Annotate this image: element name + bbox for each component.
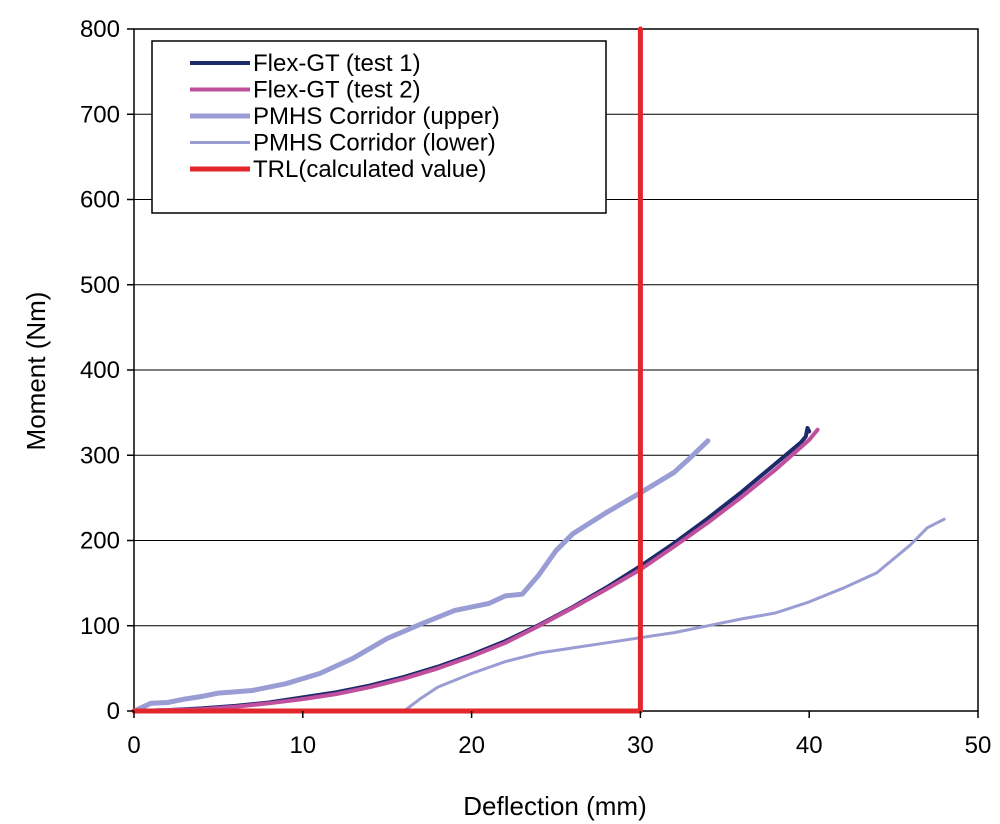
legend-box (151, 40, 607, 214)
y-tick-label: 600 (80, 187, 120, 214)
x-tick-label: 10 (289, 732, 316, 759)
legend: Flex-GT (test 1)Flex-GT (test 2)PMHS Cor… (151, 40, 607, 214)
legend-label-4: TRL(calculated value) (253, 156, 486, 183)
axes: 0 100 200 300 400 500 600 700 800 0 10 20 30 40 50 (80, 16, 991, 759)
y-tick-label: 200 (80, 528, 120, 555)
x-tick-label: 40 (796, 732, 823, 759)
y-tick-label: 800 (80, 16, 120, 43)
series-line-1 (132, 427, 820, 713)
x-tick-label: 0 (127, 732, 140, 759)
series-line-3 (402, 517, 946, 713)
y-tick-label: 700 (80, 101, 120, 128)
y-tick-label: 100 (80, 613, 120, 640)
y-tick-label: 300 (80, 442, 120, 469)
y-tick-label: 500 (80, 272, 120, 299)
legend-label-3: PMHS Corridor (lower) (253, 130, 496, 157)
legend-label-1: Flex-GT (test 2) (253, 77, 421, 104)
x-tick-label: 30 (627, 732, 654, 759)
legend-label-2: PMHS Corridor (upper) (253, 103, 500, 130)
x-tick-label: 50 (965, 732, 992, 759)
legend-label-0: Flex-GT (test 1) (253, 50, 421, 77)
series-line-2 (131, 438, 711, 714)
series-line-0 (132, 426, 812, 713)
y-tick-label: 0 (107, 698, 120, 725)
y-axis-title: Moment (Nm) (21, 292, 51, 451)
x-axis-title: Deflection (mm) (463, 791, 646, 821)
x-tick-label: 20 (458, 732, 485, 759)
y-tick-label: 400 (80, 357, 120, 384)
